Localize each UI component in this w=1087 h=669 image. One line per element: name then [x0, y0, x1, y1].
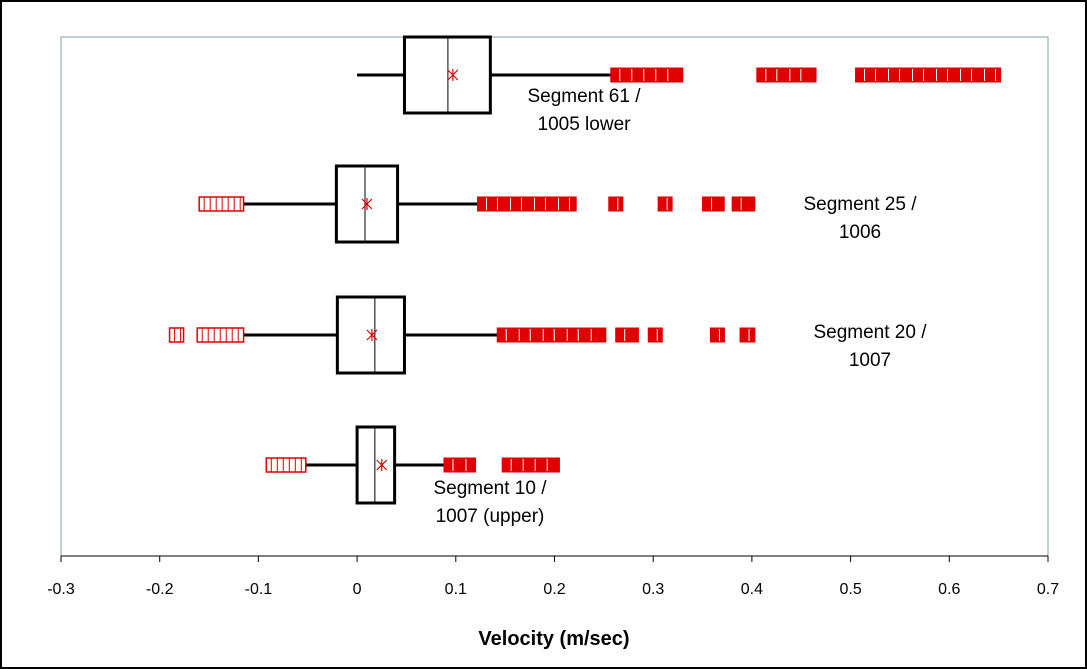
x-tick-label: 0: [353, 581, 362, 598]
box-series: Segment 61 / 1005 lower: [357, 35, 1002, 135]
series-label-line: Segment 25 /: [803, 194, 917, 215]
x-tick-label: 0.7: [1037, 581, 1059, 598]
outlier-open-cluster: [198, 196, 245, 212]
outlier-filled-cluster: [496, 327, 607, 343]
iqr-box: [355, 425, 397, 505]
x-tick-label: 0.1: [445, 581, 467, 598]
outlier-filled-cluster: [610, 67, 684, 83]
x-tick-label: 0.3: [642, 581, 664, 598]
series-label: Segment 61 / 1005 lower: [527, 86, 641, 135]
series-label-line: 1007: [849, 350, 891, 371]
box-series: Segment 10 / 1007 (upper): [265, 425, 560, 527]
outlier-filled-cluster: [608, 196, 624, 212]
outlier-filled-cluster: [615, 327, 639, 343]
x-tick-label: 0.2: [543, 581, 565, 598]
series-label: Segment 25 / 1006: [803, 194, 917, 243]
outlier-filled-cluster: [657, 196, 673, 212]
x-axis-title: Velocity (m/sec): [478, 628, 629, 650]
outlier-open-cluster: [265, 457, 307, 473]
outlier-filled-cluster: [501, 457, 560, 473]
outlier-filled-cluster: [702, 196, 725, 212]
x-tick-label: -0.1: [245, 581, 273, 598]
x-tick-label: 0.5: [839, 581, 861, 598]
series-label-line: 1007 (upper): [436, 506, 545, 527]
box-series: Segment 25 / 1006: [198, 164, 917, 244]
series-label-line: Segment 20 /: [813, 322, 927, 343]
outlier-filled-cluster: [647, 327, 663, 343]
x-axis: -0.3 -0.2 -0.1 0 0.1 0.2 0.3 0.4 0.5 0.6 0.7: [47, 555, 1059, 598]
iqr-box: [335, 295, 406, 375]
outlier-filled-cluster: [709, 327, 725, 343]
series-label-line: Segment 61 /: [527, 86, 641, 107]
series-label-line: 1005 lower: [538, 114, 632, 135]
series-label-line: Segment 10 /: [433, 478, 547, 499]
x-tick-label: 0.4: [741, 581, 763, 598]
x-tick-label: -0.2: [146, 581, 174, 598]
series-label-line: 1006: [839, 222, 881, 243]
box-series: Segment 20 / 1007: [168, 295, 927, 375]
x-tick-label: 0.6: [938, 581, 960, 598]
outlier-filled-cluster: [731, 196, 756, 212]
outlier-filled-cluster: [739, 327, 756, 343]
outlier-filled-cluster: [443, 457, 477, 473]
outlier-open-cluster: [168, 327, 185, 343]
series-label: Segment 20 / 1007: [813, 322, 927, 371]
outlier-filled-cluster: [477, 196, 577, 212]
series-label: Segment 10 / 1007 (upper): [433, 478, 547, 527]
x-tick-label: -0.3: [47, 581, 75, 598]
outlier-filled-cluster: [855, 67, 1002, 83]
